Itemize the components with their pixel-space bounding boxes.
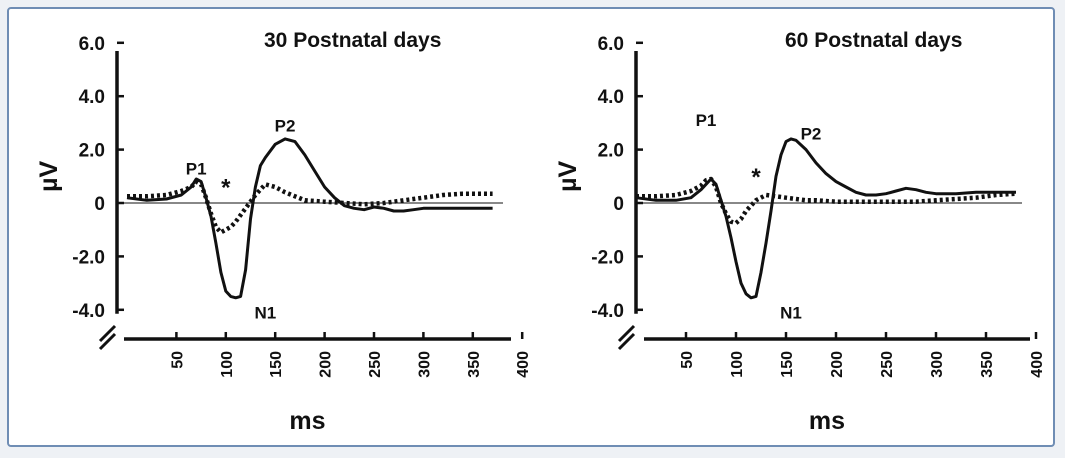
peak-label-p1: P1 <box>186 159 207 178</box>
solid-series-line <box>126 137 493 300</box>
y-tick-label: 4.0 <box>79 87 105 108</box>
x-tick-label: 50 <box>679 351 696 369</box>
y-tick-label: 4.0 <box>598 87 624 108</box>
dotted-series-line <box>636 176 1017 226</box>
axis-break-mark <box>98 324 117 343</box>
y-tick-label: 2.0 <box>598 141 624 162</box>
x-tick-label: 400 <box>515 351 532 378</box>
x-tick-label: 150 <box>268 351 285 378</box>
peak-label-p1: P1 <box>696 111 717 130</box>
axis-break-mark <box>617 332 636 351</box>
x-axis-title: ms <box>289 407 325 435</box>
y-tick-label: -2.0 <box>72 247 105 268</box>
chart-panel-2: 60 Postnatal days 6.0 4.0 2.0 0 -2.0 -4.0 50 100… <box>554 29 1046 435</box>
y-tick-label: 6.0 <box>598 34 624 55</box>
peak-label-n1: N1 <box>254 303 276 322</box>
y-axis-title: µV <box>554 160 582 191</box>
chart-title: 30 Postnatal days <box>264 29 441 52</box>
axis-break-mark <box>98 332 117 351</box>
y-tick-label: -4.0 <box>591 301 624 322</box>
x-tick-label: 50 <box>169 351 186 369</box>
peak-label-p2: P2 <box>275 117 296 136</box>
x-tick-label: 300 <box>416 351 433 378</box>
x-tick-label: 300 <box>929 351 946 378</box>
x-tick-label: 250 <box>879 351 896 378</box>
dotted-series-line <box>127 179 493 235</box>
x-tick-label: 350 <box>466 351 483 378</box>
significance-marker: * <box>221 175 231 202</box>
figure-frame: 30 Postnatal days 6.0 4.0 2.0 0 -2.0 -4.0 50 100… <box>7 7 1055 447</box>
x-tick-label: 350 <box>979 351 996 378</box>
x-axis-title: ms <box>809 407 845 435</box>
x-tick-label: 100 <box>219 351 236 378</box>
x-tick-label: 150 <box>779 351 796 378</box>
y-tick-label: -4.0 <box>72 301 105 322</box>
y-tick-label: 2.0 <box>79 141 105 162</box>
peak-label-n1: N1 <box>780 303 802 322</box>
chart-panel-1: 30 Postnatal days 6.0 4.0 2.0 0 -2.0 -4.0 50 100… <box>35 29 532 435</box>
y-tick-label: -2.0 <box>591 247 624 268</box>
x-tick-label: 100 <box>729 351 746 378</box>
y-tick-label: 0 <box>613 194 624 215</box>
axis-break-mark <box>617 324 636 343</box>
solid-series-line <box>635 137 1016 300</box>
y-tick-label: 0 <box>94 194 105 215</box>
x-tick-label: 250 <box>367 351 384 378</box>
y-tick-label: 6.0 <box>79 34 105 55</box>
x-tick-label: 200 <box>318 351 335 378</box>
significance-marker: * <box>751 164 761 191</box>
y-axis-title: µV <box>35 160 63 191</box>
x-tick-label: 400 <box>1029 351 1046 378</box>
chart-title: 60 Postnatal days <box>785 29 962 52</box>
x-tick-label: 200 <box>829 351 846 378</box>
erp-charts: 30 Postnatal days 6.0 4.0 2.0 0 -2.0 -4.0 50 100… <box>35 29 1046 435</box>
peak-label-p2: P2 <box>801 125 822 144</box>
